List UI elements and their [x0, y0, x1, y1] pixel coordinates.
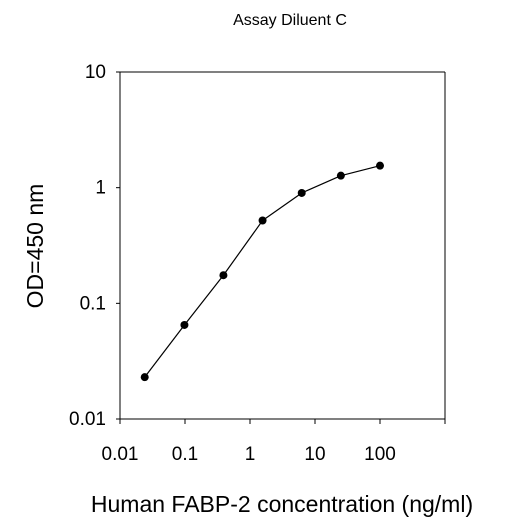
chart-title: Assay Diluent C	[233, 12, 347, 29]
series-line-segment	[340, 165, 381, 177]
y-tick-label: 1	[95, 178, 106, 199]
data-point	[376, 161, 384, 170]
x-axis-ticks: 0.01 0.1 1 10 100	[102, 419, 446, 465]
series-lines	[144, 165, 381, 378]
y-axis-ticks: 0.01 0.1 1 10	[69, 62, 120, 430]
series-line-segment	[301, 175, 342, 194]
data-point	[140, 373, 149, 382]
y-tick-label: 0.1	[80, 293, 106, 314]
data-point	[297, 188, 306, 197]
x-tick-label: 1	[245, 444, 256, 465]
data-point	[219, 271, 228, 280]
data-point	[258, 216, 267, 225]
series-points	[140, 161, 384, 382]
y-tick-label: 10	[85, 62, 106, 83]
x-tick-label: 0.1	[172, 444, 198, 465]
data-point	[336, 171, 345, 180]
y-axis-label: OD=450 nm	[22, 184, 48, 309]
y-tick-label: 0.01	[69, 409, 106, 430]
series-line-segment	[144, 324, 185, 378]
x-axis-label: Human FABP-2 concentration (ng/ml)	[91, 491, 473, 517]
plot-frame	[119, 71, 446, 420]
series-line-segment	[183, 274, 224, 326]
data-point	[180, 320, 189, 329]
x-tick-label: 10	[304, 444, 325, 465]
series-line-segment	[222, 220, 264, 276]
x-tick-label: 100	[364, 444, 396, 465]
x-tick-label: 0.01	[102, 444, 139, 465]
series-line-segment	[262, 192, 303, 222]
